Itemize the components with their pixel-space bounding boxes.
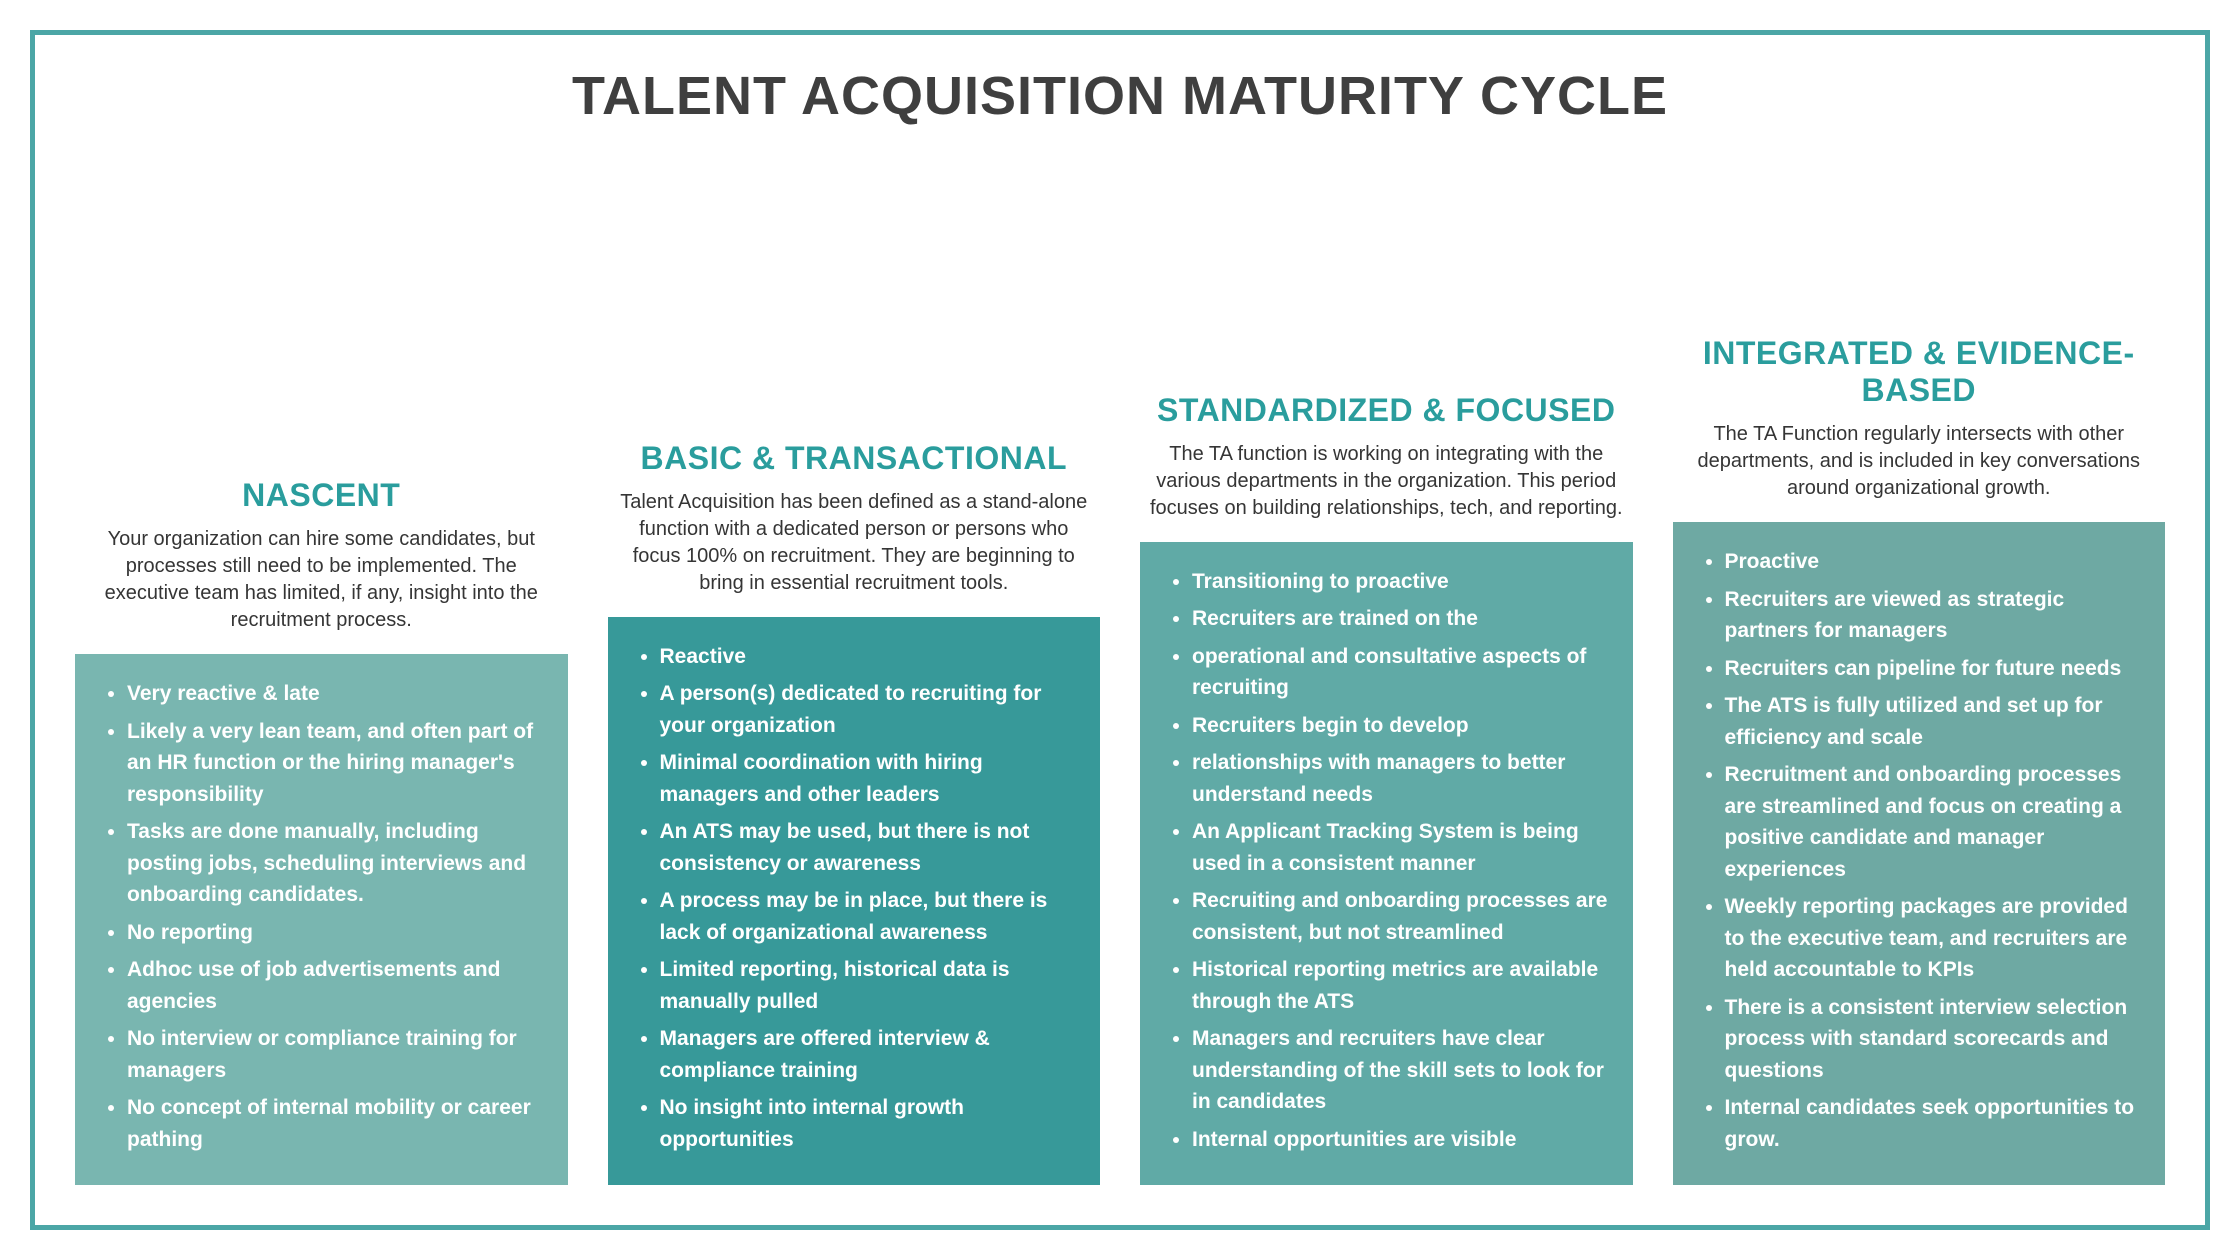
column-desc: The TA Function regularly intersects wit… xyxy=(1673,421,2166,502)
bullet-item: There is a consistent interview selectio… xyxy=(1725,992,2142,1087)
column-box: Very reactive & late Likely a very lean t… xyxy=(75,654,568,1185)
bullet-item: An ATS may be used, but there is not con… xyxy=(660,816,1077,879)
column-standardized: STANDARDIZED & FOCUSED The TA function i… xyxy=(1140,392,1633,1185)
bullet-item: No insight into internal growth opportun… xyxy=(660,1092,1077,1155)
bullet-item: Internal opportunities are visible xyxy=(1192,1124,1609,1156)
column-integrated: INTEGRATED & EVIDENCE-BASED The TA Funct… xyxy=(1673,335,2166,1185)
bullet-item: Limited reporting, historical data is ma… xyxy=(660,954,1077,1017)
column-title: BASIC & TRANSACTIONAL xyxy=(608,440,1101,477)
bullet-item: No concept of internal mobility or caree… xyxy=(127,1092,544,1155)
column-title: NASCENT xyxy=(75,477,568,514)
bullet-item: Minimal coordination with hiring manager… xyxy=(660,747,1077,810)
bullet-item: Recruiters are viewed as strategic partn… xyxy=(1725,584,2142,647)
bullet-item: Tasks are done manually, including posti… xyxy=(127,816,544,911)
bullet-item: Recruiters can pipeline for future needs xyxy=(1725,653,2142,685)
column-title: STANDARDIZED & FOCUSED xyxy=(1140,392,1633,429)
bullet-item: The ATS is fully utilized and set up for… xyxy=(1725,690,2142,753)
column-desc: Talent Acquisition has been defined as a… xyxy=(608,489,1101,597)
bullet-item: A person(s) dedicated to recruiting for … xyxy=(660,678,1077,741)
bullet-item: Proactive xyxy=(1725,546,2142,578)
column-box: Proactive Recruiters are viewed as strate… xyxy=(1673,522,2166,1185)
column-box: Reactive A person(s) dedicated to recruit… xyxy=(608,617,1101,1186)
bullet-item: Managers are offered interview & complia… xyxy=(660,1023,1077,1086)
bullet-item: Weekly reporting packages are provided t… xyxy=(1725,891,2142,986)
bullet-item: operational and consultative aspects of … xyxy=(1192,641,1609,704)
column-basic: BASIC & TRANSACTIONAL Talent Acquisition… xyxy=(608,440,1101,1185)
bullet-item: No interview or compliance training for … xyxy=(127,1023,544,1086)
bullet-item: Internal candidates seek opportunities t… xyxy=(1725,1092,2142,1155)
bullet-item: Recruiting and onboarding processes are … xyxy=(1192,885,1609,948)
bullet-item: relationships with managers to better un… xyxy=(1192,747,1609,810)
bullet-item: Recruiters begin to develop xyxy=(1192,710,1609,742)
bullet-item: Very reactive & late xyxy=(127,678,544,710)
bullet-item: An Applicant Tracking System is being us… xyxy=(1192,816,1609,879)
column-desc: The TA function is working on integratin… xyxy=(1140,441,1633,522)
bullet-item: Likely a very lean team, and often part … xyxy=(127,716,544,811)
bullet-item: Recruiters are trained on the xyxy=(1192,603,1609,635)
main-title: TALENT ACQUISITION MATURITY CYCLE xyxy=(75,65,2165,127)
bullet-item: A process may be in place, but there is … xyxy=(660,885,1077,948)
columns-container: NASCENT Your organization can hire some … xyxy=(75,147,2165,1185)
bullet-item: Recruitment and onboarding processes are… xyxy=(1725,759,2142,885)
bullet-item: Adhoc use of job advertisements and agen… xyxy=(127,954,544,1017)
column-box: Transitioning to proactive Recruiters are… xyxy=(1140,542,1633,1186)
bullet-item: Transitioning to proactive xyxy=(1192,566,1609,598)
column-title: INTEGRATED & EVIDENCE-BASED xyxy=(1673,335,2166,409)
bullet-item: Historical reporting metrics are availab… xyxy=(1192,954,1609,1017)
bullet-item: Reactive xyxy=(660,641,1077,673)
bullet-item: Managers and recruiters have clear under… xyxy=(1192,1023,1609,1118)
bullet-item: No reporting xyxy=(127,917,544,949)
column-nascent: NASCENT Your organization can hire some … xyxy=(75,477,568,1185)
frame: TALENT ACQUISITION MATURITY CYCLE NASCEN… xyxy=(30,30,2210,1230)
column-desc: Your organization can hire some candidat… xyxy=(75,526,568,634)
